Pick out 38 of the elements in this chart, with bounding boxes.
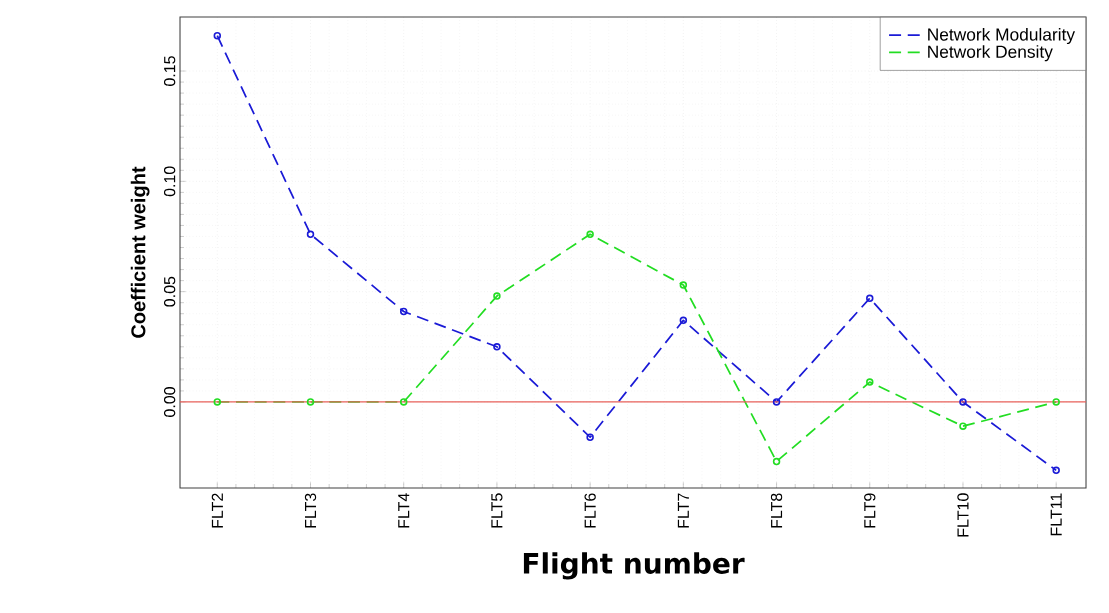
point [399, 307, 408, 316]
x-axis-title: Flight number [523, 552, 745, 580]
point [586, 230, 594, 239]
x-tick-label: FLT10 [957, 493, 969, 537]
x-tick-label: FLT8 [770, 493, 783, 528]
point [213, 32, 222, 40]
x-tick-label: FLT3 [304, 493, 317, 528]
x-tick-label: FLT6 [584, 493, 596, 528]
y-tick-label: 0.00 [163, 387, 176, 417]
point [1052, 466, 1060, 475]
point [493, 292, 501, 300]
point [959, 398, 967, 406]
point [306, 230, 315, 239]
point [679, 316, 688, 325]
x-tick-label: FLT9 [864, 493, 876, 528]
point [959, 422, 967, 430]
point [772, 398, 781, 406]
point [866, 378, 874, 386]
y-axis-title: Coefficient weight [130, 166, 150, 338]
point [306, 398, 315, 406]
point [493, 343, 501, 351]
point [213, 398, 222, 406]
point [399, 398, 408, 406]
point [772, 457, 781, 466]
x-tick-label: FLT5 [491, 493, 503, 528]
point [866, 294, 874, 302]
point [679, 281, 688, 289]
y-tick-label: 0.15 [163, 56, 176, 86]
x-tick-label: FLT11 [1050, 493, 1062, 536]
legend-label: Network Density [928, 45, 1053, 62]
y-tick-label: 0.05 [163, 276, 176, 307]
point [1052, 398, 1060, 406]
x-tick-label: FLT4 [398, 493, 410, 528]
point [586, 433, 594, 441]
y-tick-label: 0.10 [163, 166, 176, 197]
x-tick-label: FLT2 [211, 493, 223, 528]
legend-label: Network Modularity [928, 27, 1076, 45]
x-tick-label: FLT7 [677, 493, 689, 528]
